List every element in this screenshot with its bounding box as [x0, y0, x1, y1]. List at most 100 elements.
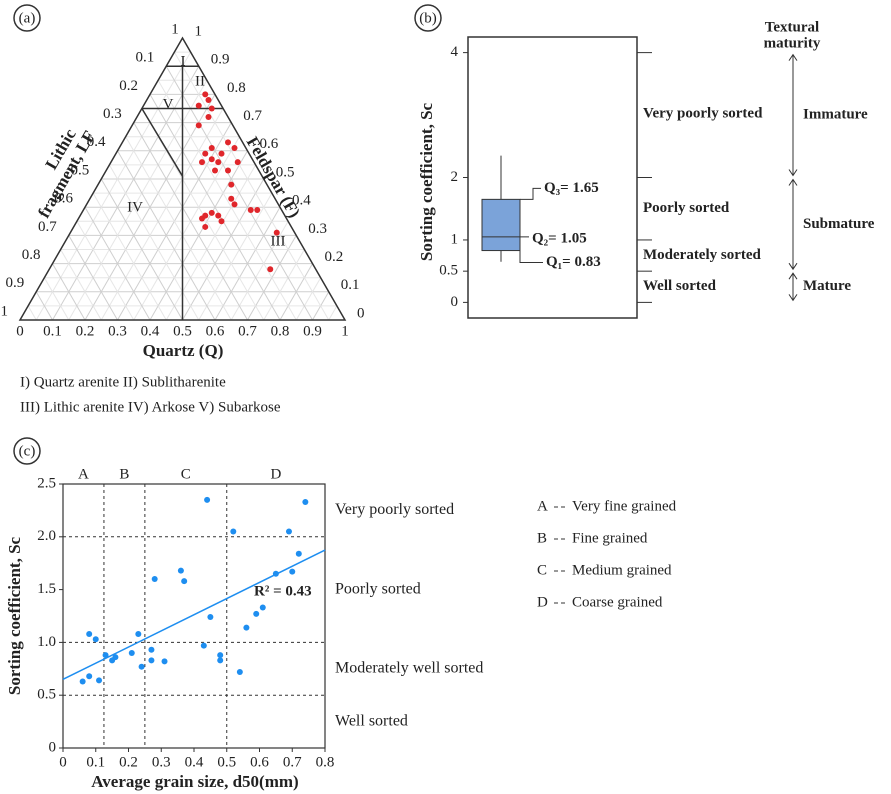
x-tick-label: 0.2: [76, 323, 95, 339]
right-tick-label: 0.2: [325, 249, 344, 265]
x-tick-label: 0.1: [43, 323, 62, 339]
plot-frame: [467, 36, 638, 319]
grid-line: [60, 249, 102, 321]
grid-line: [100, 178, 183, 321]
leader-line: [519, 250, 543, 264]
point: [208, 209, 215, 216]
point: [202, 91, 209, 98]
grid-line: [117, 150, 216, 321]
point: [228, 181, 235, 188]
grid-line: [125, 136, 232, 321]
point: [259, 604, 266, 611]
legend-key: D: [537, 594, 548, 610]
legend-key: C: [537, 562, 547, 578]
trend-line: [62, 549, 326, 681]
legend-text: III) Lithic arenite IV) Arkose V) Subark…: [20, 399, 281, 415]
point: [243, 624, 250, 631]
point: [181, 578, 188, 585]
x-tick-label: 0.6: [250, 754, 269, 770]
grid-line: [68, 80, 208, 321]
grid-line: [68, 235, 118, 321]
region-label: IV: [127, 199, 143, 215]
x-tick-label: 0.6: [206, 323, 225, 339]
point: [218, 150, 225, 157]
point: [212, 167, 218, 174]
x-tick-label: 0.7: [238, 323, 257, 339]
x-tick-label: 0.2: [119, 754, 138, 770]
point: [218, 218, 225, 225]
badge: [13, 4, 41, 32]
point: [254, 207, 261, 214]
point: [96, 677, 103, 684]
point: [302, 498, 309, 505]
grain-class-key: C: [181, 466, 191, 482]
grid-line: [133, 136, 240, 321]
point: [202, 150, 209, 157]
grid-line: [295, 277, 322, 321]
box: [481, 198, 521, 252]
y-tick-label: 0: [49, 739, 57, 755]
region-label: V: [163, 96, 174, 112]
sorting-class: Very poorly sorted: [643, 105, 763, 121]
panel-label: (b): [419, 10, 437, 26]
point: [199, 215, 205, 222]
point: [148, 646, 155, 653]
grid-line: [133, 122, 248, 321]
right-tick-label: 0.4: [292, 193, 311, 209]
point: [200, 642, 207, 649]
point: [208, 144, 215, 151]
maturity-title: Textural: [765, 19, 819, 35]
right-tick-label: 0.8: [227, 80, 246, 96]
box-label: Q₃= 1.65: [544, 180, 599, 196]
sorting-class: Very poorly sorted: [335, 501, 454, 518]
grid-line: [173, 51, 330, 321]
point: [272, 570, 279, 577]
right-tick-label: 0.1: [341, 277, 360, 293]
region-boundary: [141, 108, 184, 177]
arrow-head: [788, 53, 798, 177]
x-tick-label: 0.8: [271, 323, 290, 339]
right-tick-label: 0.5: [276, 164, 295, 180]
point: [217, 652, 224, 659]
point: [215, 159, 222, 166]
box-label: Q₂= 1.05: [532, 230, 587, 246]
sorting-class: Well sorted: [643, 278, 717, 294]
r2-label: R² = 0.43: [254, 583, 312, 599]
point: [215, 212, 222, 219]
x-tick-label: 0.4: [185, 754, 204, 770]
point: [135, 630, 142, 637]
point: [151, 576, 158, 583]
point: [202, 223, 209, 230]
left-tick-label: 0.8: [22, 247, 41, 263]
region-label: III: [271, 233, 286, 249]
x-axis-title: Quartz (Q): [143, 341, 224, 360]
maturity-class: Immature: [803, 106, 868, 122]
sorting-class: Moderately sorted: [643, 247, 762, 263]
left-tick-label: 0.4: [87, 134, 106, 150]
point: [225, 167, 231, 174]
grain-class-key: A: [78, 466, 89, 482]
legend-text: I) Quartz arenite II) Sublitharenite: [20, 374, 226, 390]
grain-class-key: D: [270, 466, 281, 482]
arrow-head: [788, 272, 798, 302]
point: [195, 102, 202, 109]
point: [161, 658, 168, 665]
y-tick-label: 0.5: [439, 263, 458, 279]
sorting-class: Moderately well sorted: [335, 659, 483, 676]
x-axis-title: Average grain size, d50(mm): [91, 772, 298, 791]
x-tick-label: 0.1: [86, 754, 105, 770]
point: [79, 678, 86, 685]
point: [225, 139, 231, 146]
box-label: Q₁= 0.83: [546, 254, 601, 270]
point: [231, 201, 238, 208]
point: [207, 614, 214, 621]
x-tick-label: 0.9: [303, 323, 322, 339]
left-tick-label: 0.2: [119, 78, 138, 94]
right-tick-label: 1: [195, 23, 203, 39]
grid-line: [149, 94, 281, 321]
badge: [13, 437, 41, 465]
x-tick-label: 0: [16, 323, 24, 339]
point: [86, 673, 93, 680]
point: [199, 159, 205, 166]
